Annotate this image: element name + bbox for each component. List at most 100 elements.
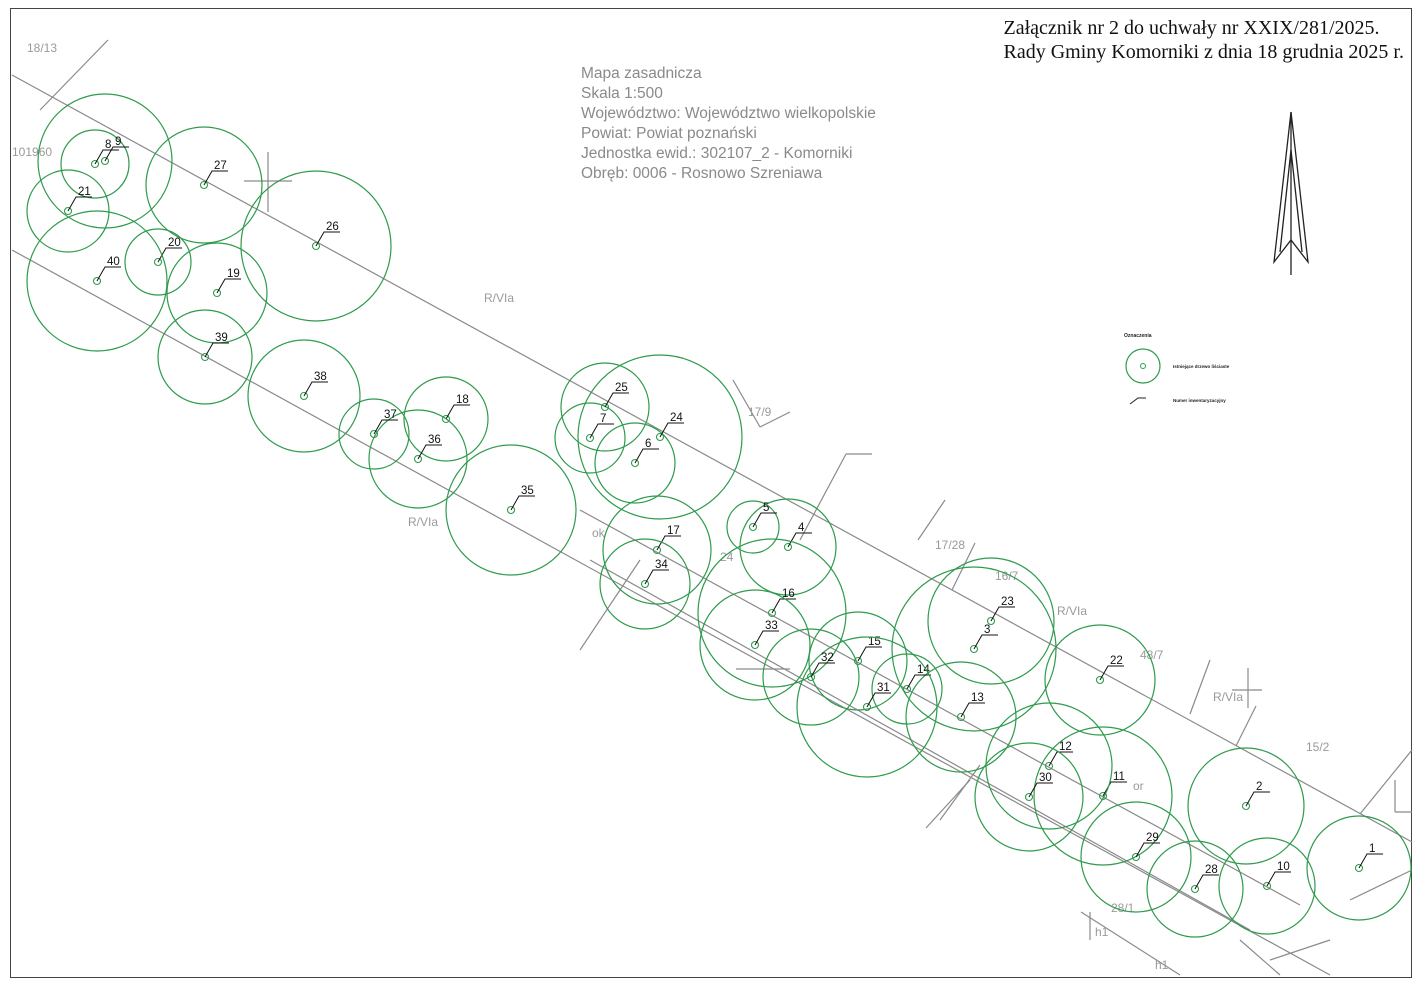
tree-number-label: 37: [384, 409, 397, 421]
tree-23[interactable]: 23: [927, 557, 1055, 685]
tree-38[interactable]: 38: [247, 339, 361, 453]
tree-trunk-icon: [199, 180, 209, 190]
tree-30[interactable]: 30: [974, 742, 1084, 852]
tree-34[interactable]: 34: [599, 538, 691, 630]
tree-number-label: 23: [1001, 596, 1014, 608]
tree-32[interactable]: 32: [762, 628, 860, 726]
tree-29[interactable]: 29: [1080, 801, 1192, 913]
tree-number-leader: [104, 146, 129, 162]
tree-number-leader: [510, 495, 535, 511]
tree-36[interactable]: 36: [368, 409, 468, 509]
tree-21[interactable]: 21: [26, 169, 110, 253]
tree-6[interactable]: 6: [594, 422, 676, 504]
tree-35[interactable]: 35: [445, 444, 577, 576]
tree-trunk-icon: [1241, 801, 1251, 811]
tree-31[interactable]: 31: [796, 636, 938, 778]
tree-2[interactable]: 2: [1187, 747, 1305, 865]
tree-9[interactable]: 9: [37, 93, 173, 229]
tree-16[interactable]: 16: [697, 538, 847, 688]
legend-number-label: Numer inwentaryzacyjny: [1173, 398, 1226, 403]
tree-number-label: 28: [1205, 864, 1218, 876]
tree-number-label: 20: [168, 237, 181, 249]
tree-1[interactable]: 1: [1306, 815, 1412, 921]
tree-13[interactable]: 13: [905, 661, 1017, 773]
tree-trunk-icon: [1190, 884, 1200, 894]
tree-crown: [1044, 624, 1156, 736]
tree-8[interactable]: 8: [60, 129, 130, 199]
tree-number-label: 40: [107, 256, 120, 268]
tree-28[interactable]: 28: [1146, 840, 1244, 938]
tree-15[interactable]: 15: [808, 611, 908, 711]
tree-26[interactable]: 26: [240, 170, 392, 322]
info-scale: Skala 1:500: [581, 85, 663, 102]
tree-number-label: 3: [984, 624, 990, 636]
tree-trunk-icon: [1024, 792, 1034, 802]
tree-40[interactable]: 40: [26, 210, 168, 352]
tree-number-label: 21: [78, 186, 91, 198]
tree-4[interactable]: 4: [739, 498, 837, 596]
tree-number-leader: [67, 196, 92, 212]
tree-25[interactable]: 25: [560, 362, 650, 452]
tree-33[interactable]: 33: [699, 589, 811, 701]
tree-number-label: 15: [868, 636, 881, 648]
tree-19[interactable]: 19: [166, 242, 268, 344]
tree-number-label: 12: [1059, 741, 1072, 753]
tree-crown: [602, 495, 712, 605]
parcel-label: 24: [720, 550, 734, 564]
tree-crown: [599, 538, 691, 630]
north-arrow-icon: [1273, 111, 1309, 275]
tree-17[interactable]: 17: [602, 495, 712, 605]
tree-3[interactable]: 3: [891, 566, 1057, 732]
tree-number-leader: [857, 646, 882, 662]
tree-27[interactable]: 27: [145, 126, 263, 244]
tree-number-leader: [1358, 853, 1383, 869]
parcel-label: or: [1133, 779, 1144, 793]
tree-number-label: 19: [227, 268, 240, 280]
tree-12[interactable]: 12: [985, 702, 1113, 830]
tree-number-leader: [973, 634, 998, 650]
legend: Oznaczenia Istniejące drzewo liściaste N…: [1124, 333, 1230, 405]
tree-crown: [26, 210, 168, 352]
tree-number-leader: [810, 662, 835, 678]
tree-crown: [145, 126, 263, 244]
tree-37[interactable]: 37: [338, 398, 410, 470]
tree-number-leader: [1102, 781, 1127, 797]
tree-crown: [368, 409, 468, 509]
tree-number-label: 36: [428, 434, 441, 446]
tree-crown: [338, 398, 410, 470]
tree-number-leader: [157, 247, 182, 263]
tree-number-leader: [656, 535, 681, 551]
tree-trunk-icon: [806, 672, 816, 682]
tree-22[interactable]: 22: [1044, 624, 1156, 736]
tree-39[interactable]: 39: [157, 309, 253, 405]
tree-number-label: 31: [877, 682, 890, 694]
tree-trunk-icon: [299, 391, 309, 401]
tree-trunk-icon: [441, 414, 451, 424]
tree-number-label: 4: [798, 522, 805, 534]
tree-18[interactable]: 18: [403, 376, 489, 462]
tree-7[interactable]: 7: [554, 402, 626, 474]
tree-number-leader: [771, 598, 796, 614]
tree-10[interactable]: 10: [1218, 837, 1316, 935]
tree-number-leader: [204, 342, 229, 358]
tree-number-label: 2: [1256, 781, 1262, 793]
tree-20[interactable]: 20: [124, 228, 192, 296]
tree-trunk-icon: [63, 206, 73, 216]
tree-trunk-icon: [100, 156, 110, 166]
tree-11[interactable]: 11: [1033, 726, 1173, 866]
parcel-label: ok: [592, 526, 606, 540]
tree-number-leader: [990, 606, 1015, 622]
tree-5[interactable]: 5: [726, 500, 780, 554]
tree-crown: [1146, 840, 1244, 938]
tree-number-label: 17: [667, 525, 680, 537]
tree-number-label: 7: [600, 413, 606, 425]
parcel-label: R/VIa: [408, 515, 438, 529]
tree-number-leader: [94, 149, 119, 165]
tree-trunk-icon: [652, 545, 662, 555]
tree-24[interactable]: 24: [577, 354, 743, 520]
parcel-label: 17/28: [935, 538, 965, 552]
tree-trunk-icon: [585, 433, 595, 443]
tree-trunk-icon: [90, 159, 100, 169]
